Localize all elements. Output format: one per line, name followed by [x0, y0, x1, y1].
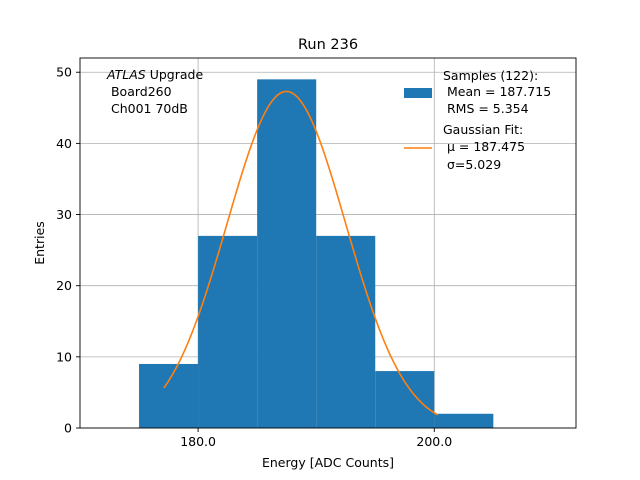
y-tick-label-2: 20: [56, 278, 72, 293]
legend-samples-title: Samples (122):: [443, 68, 538, 83]
plot-frame: [79, 57, 577, 429]
legend-fit-sigma: σ=5.029: [443, 157, 501, 172]
y-tick-label-1: 10: [56, 349, 72, 364]
annotation-upgrade: Upgrade: [146, 67, 204, 82]
histogram-bar-3: [316, 235, 376, 428]
y-tick-label-3: 30: [56, 207, 72, 222]
gaussian-fit-curve: [163, 90, 439, 416]
annotation-line-2: Board260: [107, 84, 172, 99]
legend-samples-rms: RMS = 5.354: [443, 101, 529, 116]
legend-fit-mu: μ = 187.475: [443, 139, 525, 154]
y-tick-label-5: 50: [56, 65, 72, 80]
y-tick-label-0: 0: [64, 421, 72, 436]
histogram-bar-4: [375, 371, 435, 428]
histogram-bar-1: [198, 235, 258, 428]
legend-samples-swatch: [404, 88, 432, 98]
legend: Samples (122): Mean = 187.715 RMS = 5.35…: [404, 68, 551, 172]
annotation-line-1: ATLAS Upgrade: [106, 67, 203, 82]
x-tick-label-0: 180.0: [180, 434, 216, 449]
histogram-bars: [139, 79, 494, 428]
chart-title: Run 236: [298, 37, 358, 53]
atlas-annotation: ATLAS Upgrade Board260 Ch001 70dB: [106, 67, 203, 116]
legend-samples-mean: Mean = 187.715: [443, 84, 551, 99]
y-tick-label-4: 40: [56, 136, 72, 151]
x-tick-label-1: 200.0: [416, 434, 452, 449]
annotation-atlas: ATLAS: [106, 67, 146, 82]
x-axis-label: Energy [ADC Counts]: [262, 455, 394, 470]
axis-ticks: 180.0 200.0 0 10 20 30 40 50: [56, 65, 452, 449]
annotation-line-3: Ch001 70dB: [107, 101, 188, 116]
histogram-bar-2: [257, 79, 317, 428]
legend-fit-title: Gaussian Fit:: [443, 122, 523, 137]
y-axis-label: Entries: [32, 221, 47, 265]
histogram-bar-5: [434, 413, 494, 428]
histogram-bar-0: [139, 363, 199, 428]
gaussian-fit-layer: [163, 90, 439, 416]
